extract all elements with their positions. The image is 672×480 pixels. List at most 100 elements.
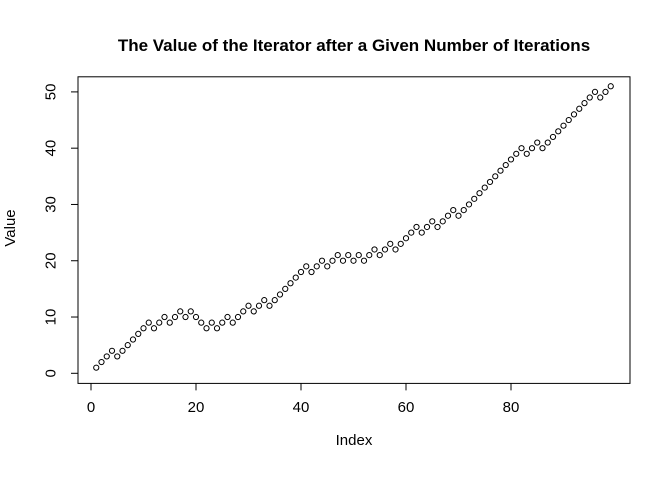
data-point (465, 201, 473, 208)
data-point (161, 313, 168, 321)
data-point (114, 353, 121, 360)
data-point (371, 246, 378, 253)
data-point (308, 268, 315, 276)
data-point (397, 240, 404, 247)
data-point (297, 268, 305, 276)
x-axis-ticks: 0 20 40 60 80 (87, 383, 520, 416)
data-point (103, 353, 110, 360)
data-point (581, 100, 588, 107)
data-point (329, 257, 336, 264)
data-point (318, 257, 326, 264)
data-point (261, 297, 268, 304)
data-point (408, 229, 415, 236)
data-point (507, 156, 515, 163)
data-point (560, 122, 567, 129)
data-point (366, 252, 373, 259)
data-point (124, 342, 131, 349)
data-point (481, 184, 488, 191)
chart-title: The Value of the Iterator after a Given … (118, 36, 590, 55)
plot-area-border (77, 76, 631, 384)
y-tick-label: 40 (43, 140, 60, 157)
data-point (208, 319, 215, 326)
data-point (171, 313, 179, 321)
data-point (423, 223, 431, 231)
data-point (534, 139, 541, 146)
data-point (591, 88, 599, 96)
data-point (402, 235, 410, 242)
data-point (313, 263, 320, 270)
data-point (303, 263, 310, 270)
data-point (513, 150, 520, 157)
x-tick-label: 40 (293, 399, 310, 416)
data-point (145, 319, 152, 326)
data-point (292, 274, 299, 281)
data-point (539, 145, 546, 152)
data-point (282, 285, 289, 292)
data-point (156, 319, 163, 326)
data-point (434, 223, 441, 231)
data-point (129, 336, 137, 343)
data-point (360, 257, 368, 264)
x-tick-label: 20 (188, 399, 205, 416)
data-point (324, 263, 331, 270)
data-point (460, 206, 467, 214)
x-tick-label: 0 (87, 399, 95, 416)
data-point (576, 105, 583, 112)
data-point (439, 218, 446, 225)
x-tick-label: 80 (503, 399, 520, 416)
data-point (413, 223, 420, 231)
data-point (455, 212, 462, 219)
y-tick-label: 10 (43, 309, 60, 326)
data-point (224, 313, 231, 321)
data-point (607, 83, 614, 90)
data-point (387, 240, 394, 247)
data-point (555, 128, 562, 135)
y-tick-label: 30 (43, 196, 60, 213)
data-point (203, 325, 210, 332)
data-point (523, 150, 530, 157)
data-point (450, 206, 457, 214)
data-point (497, 167, 504, 174)
data-point (240, 308, 247, 315)
data-point (255, 302, 263, 309)
data-point (266, 302, 273, 309)
data-point (565, 116, 572, 124)
y-tick-label: 20 (43, 252, 60, 269)
data-point (418, 229, 425, 236)
data-point (376, 252, 383, 259)
data-point (355, 252, 362, 259)
data-point (528, 145, 536, 152)
data-point (93, 364, 100, 371)
data-point (198, 319, 205, 326)
data-point (597, 94, 604, 101)
data-point (276, 291, 284, 298)
data-point (602, 88, 609, 96)
y-axis-ticks: 0 10 20 30 40 50 (43, 84, 78, 377)
data-point (150, 325, 158, 332)
data-point (350, 257, 357, 264)
data-point (570, 111, 578, 118)
y-tick-label: 50 (43, 84, 60, 101)
data-point (476, 190, 483, 197)
data-point (471, 195, 478, 202)
data-point (182, 313, 189, 321)
data-point (108, 347, 116, 354)
data-point (166, 319, 173, 326)
data-point (119, 347, 126, 354)
data-point (334, 252, 341, 259)
data-point (429, 218, 436, 225)
data-point (339, 257, 347, 264)
data-point (486, 178, 494, 186)
data-point (140, 325, 147, 332)
data-point (381, 246, 389, 253)
data-point (250, 308, 257, 315)
data-point (492, 173, 499, 180)
data-points (93, 83, 614, 371)
y-axis-label: Value (2, 209, 19, 246)
data-point (177, 308, 184, 315)
data-point (345, 252, 352, 259)
data-point (586, 94, 593, 101)
data-point (544, 139, 551, 146)
data-point (192, 313, 200, 321)
